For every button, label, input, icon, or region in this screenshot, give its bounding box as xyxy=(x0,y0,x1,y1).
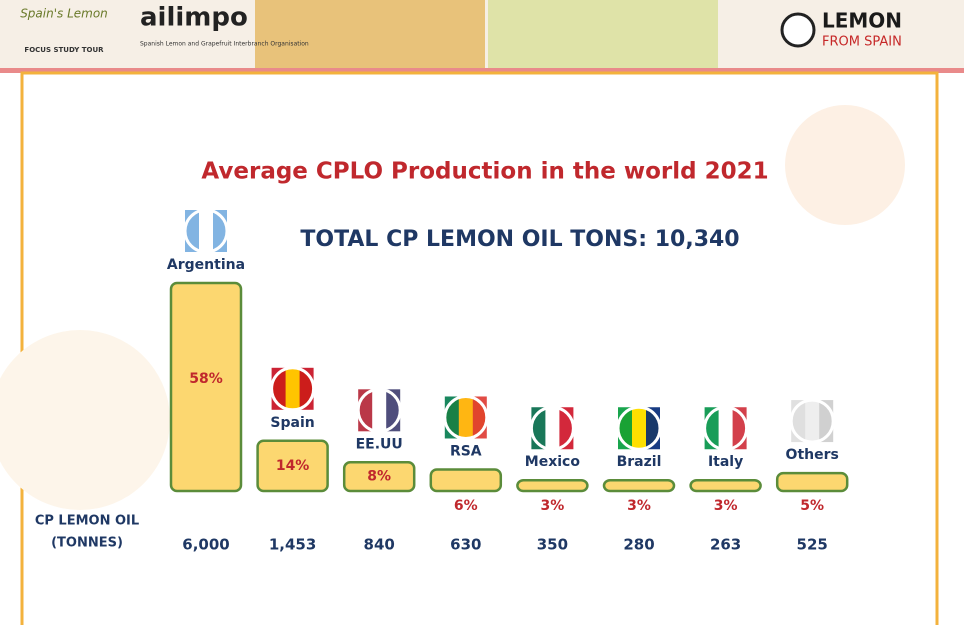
value-label: 8% xyxy=(367,469,391,485)
header-photo xyxy=(488,0,718,68)
lemon-logo xyxy=(782,14,814,46)
row-label: CP LEMON OIL xyxy=(35,514,139,529)
org-logo: ailimpo xyxy=(140,3,248,33)
value-label: 14% xyxy=(276,458,310,474)
category-label: Argentina xyxy=(167,257,245,273)
value-label: 58% xyxy=(189,371,223,387)
bar xyxy=(604,480,674,491)
brand: LEMON xyxy=(822,9,902,33)
tonnes-label: 350 xyxy=(537,536,568,554)
value-label: 5% xyxy=(800,498,824,514)
row-label: (TONNES) xyxy=(51,536,123,551)
category-label: Italy xyxy=(708,454,743,470)
value-label: 6% xyxy=(454,498,478,514)
chart-subtitle: TOTAL CP LEMON OIL TONS: 10,340 xyxy=(300,227,739,252)
category-label: RSA xyxy=(450,443,482,459)
slide: Spain's Lemon FOCUS STUDY TOUR ailimpo S… xyxy=(0,0,964,625)
tonnes-label: 6,000 xyxy=(182,536,229,554)
category-label: Spain xyxy=(270,415,314,431)
decor xyxy=(0,330,170,510)
header-photo xyxy=(255,0,485,68)
bar xyxy=(777,473,847,491)
tonnes-label: 840 xyxy=(364,536,395,554)
tonnes-label: 263 xyxy=(710,536,741,554)
brand-sub: FROM SPAIN xyxy=(822,35,902,50)
bar xyxy=(691,480,761,491)
bar xyxy=(171,283,241,491)
org-sub: Spanish Lemon and Grapefruit Interbranch… xyxy=(140,41,309,48)
category-label: EE.UU xyxy=(356,436,403,452)
tonnes-label: 525 xyxy=(797,536,828,554)
value-label: 3% xyxy=(714,498,738,514)
chart-title: Average CPLO Production in the world 202… xyxy=(201,159,768,185)
value-label: 3% xyxy=(627,498,651,514)
bar xyxy=(431,469,501,491)
tonnes-label: 630 xyxy=(450,536,481,554)
decor xyxy=(785,105,905,225)
tonnes-label: 1,453 xyxy=(269,536,316,554)
tonnes-label: 280 xyxy=(623,536,654,554)
value-label: 3% xyxy=(541,498,565,514)
bar xyxy=(517,480,587,491)
category-label: Mexico xyxy=(525,454,581,470)
logo-left: Spain's Lemon xyxy=(20,7,108,21)
category-label: Others xyxy=(786,447,839,463)
tour: FOCUS STUDY TOUR xyxy=(24,46,104,54)
category-label: Brazil xyxy=(617,454,662,470)
